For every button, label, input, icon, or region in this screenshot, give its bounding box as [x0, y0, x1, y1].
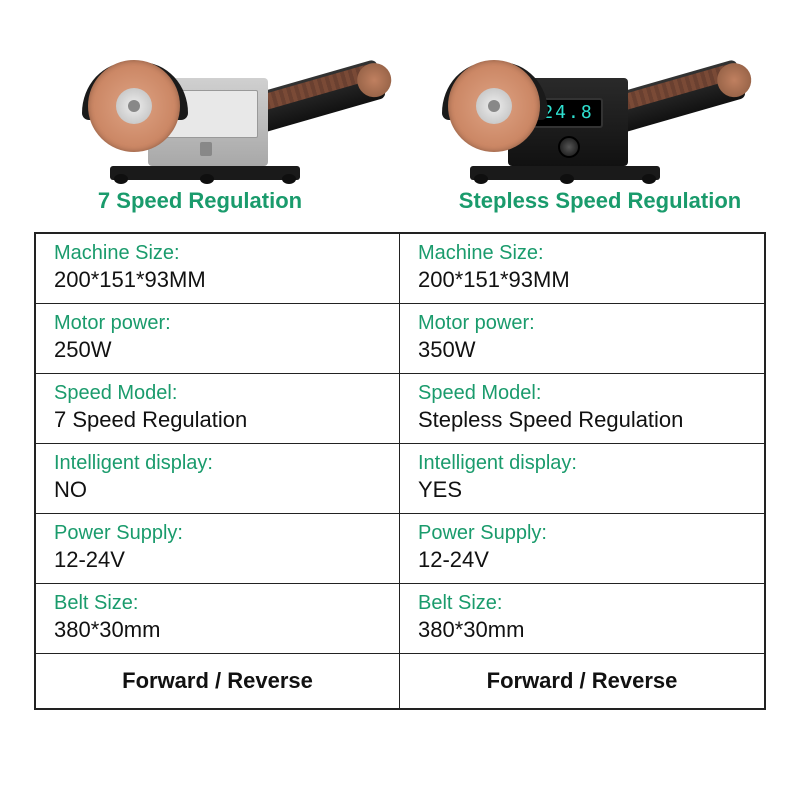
product-images-row: 24.8 — [0, 0, 800, 180]
speed-switch — [200, 142, 212, 156]
grinding-wheel — [88, 60, 180, 152]
spec-value: 200*151*93MM — [54, 267, 381, 293]
table-row: Motor power: 250W Motor power: 350W — [36, 304, 764, 374]
product-title-left: 7 Speed Regulation — [0, 188, 400, 214]
spec-value: 350W — [418, 337, 746, 363]
spec-cell-left: Power Supply: 12-24V — [36, 514, 400, 583]
belt-arm — [610, 59, 746, 133]
rubber-foot — [282, 174, 296, 184]
rubber-foot — [200, 174, 214, 184]
spec-value: NO — [54, 477, 381, 503]
table-row: Speed Model: 7 Speed Regulation Speed Mo… — [36, 374, 764, 444]
spec-label: Intelligent display: — [418, 452, 746, 475]
spec-cell-right: Motor power: 350W — [400, 304, 764, 373]
spec-label: Power Supply: — [54, 522, 381, 545]
spec-value: 7 Speed Regulation — [54, 407, 381, 433]
spec-footer-value: Forward / Reverse — [122, 668, 313, 694]
wheel-hub — [116, 88, 152, 124]
spec-label: Machine Size: — [54, 242, 381, 265]
wheel-hub — [476, 88, 512, 124]
product-image-left — [70, 20, 370, 180]
speed-knob — [558, 136, 580, 158]
belt-arm — [250, 59, 386, 133]
spec-value: 380*30mm — [54, 617, 381, 643]
table-footer-row: Forward / Reverse Forward / Reverse — [36, 654, 764, 708]
spec-label: Belt Size: — [54, 592, 381, 615]
table-row: Belt Size: 380*30mm Belt Size: 380*30mm — [36, 584, 764, 654]
spec-cell-left: Intelligent display: NO — [36, 444, 400, 513]
table-row: Intelligent display: NO Intelligent disp… — [36, 444, 764, 514]
spec-value: 200*151*93MM — [418, 267, 746, 293]
spec-cell-left: Belt Size: 380*30mm — [36, 584, 400, 653]
table-row: Power Supply: 12-24V Power Supply: 12-24… — [36, 514, 764, 584]
spec-cell-right: Machine Size: 200*151*93MM — [400, 234, 764, 303]
spec-label: Motor power: — [54, 312, 381, 335]
sanding-belt — [619, 64, 733, 111]
rubber-foot — [474, 174, 488, 184]
spec-value: YES — [418, 477, 746, 503]
spec-cell-left: Motor power: 250W — [36, 304, 400, 373]
spec-value: 250W — [54, 337, 381, 363]
grinding-wheel — [448, 60, 540, 152]
product-image-right: 24.8 — [430, 20, 730, 180]
spec-label: Intelligent display: — [54, 452, 381, 475]
spec-cell-right: Intelligent display: YES — [400, 444, 764, 513]
machine-illustration-left — [90, 30, 350, 180]
rubber-foot — [560, 174, 574, 184]
rubber-foot — [114, 174, 128, 184]
spec-footer-right: Forward / Reverse — [400, 654, 764, 708]
spec-footer-value: Forward / Reverse — [487, 668, 678, 694]
table-row: Machine Size: 200*151*93MM Machine Size:… — [36, 234, 764, 304]
spec-cell-left: Speed Model: 7 Speed Regulation — [36, 374, 400, 443]
spec-label: Speed Model: — [54, 382, 381, 405]
rubber-foot — [642, 174, 656, 184]
spec-label: Belt Size: — [418, 592, 746, 615]
spec-label: Machine Size: — [418, 242, 746, 265]
sanding-belt — [259, 64, 373, 111]
spec-label: Speed Model: — [418, 382, 746, 405]
spec-footer-left: Forward / Reverse — [36, 654, 400, 708]
spec-value: 380*30mm — [418, 617, 746, 643]
spec-value: Stepless Speed Regulation — [418, 407, 746, 433]
machine-illustration-right: 24.8 — [450, 30, 710, 180]
product-titles-row: 7 Speed Regulation Stepless Speed Regula… — [0, 188, 800, 214]
spec-cell-right: Speed Model: Stepless Speed Regulation — [400, 374, 764, 443]
spec-label: Power Supply: — [418, 522, 746, 545]
spec-label: Motor power: — [418, 312, 746, 335]
spec-table: Machine Size: 200*151*93MM Machine Size:… — [34, 232, 766, 710]
spec-cell-left: Machine Size: 200*151*93MM — [36, 234, 400, 303]
product-title-right: Stepless Speed Regulation — [400, 188, 800, 214]
spec-value: 12-24V — [54, 547, 381, 573]
spec-cell-right: Power Supply: 12-24V — [400, 514, 764, 583]
spec-cell-right: Belt Size: 380*30mm — [400, 584, 764, 653]
spec-value: 12-24V — [418, 547, 746, 573]
